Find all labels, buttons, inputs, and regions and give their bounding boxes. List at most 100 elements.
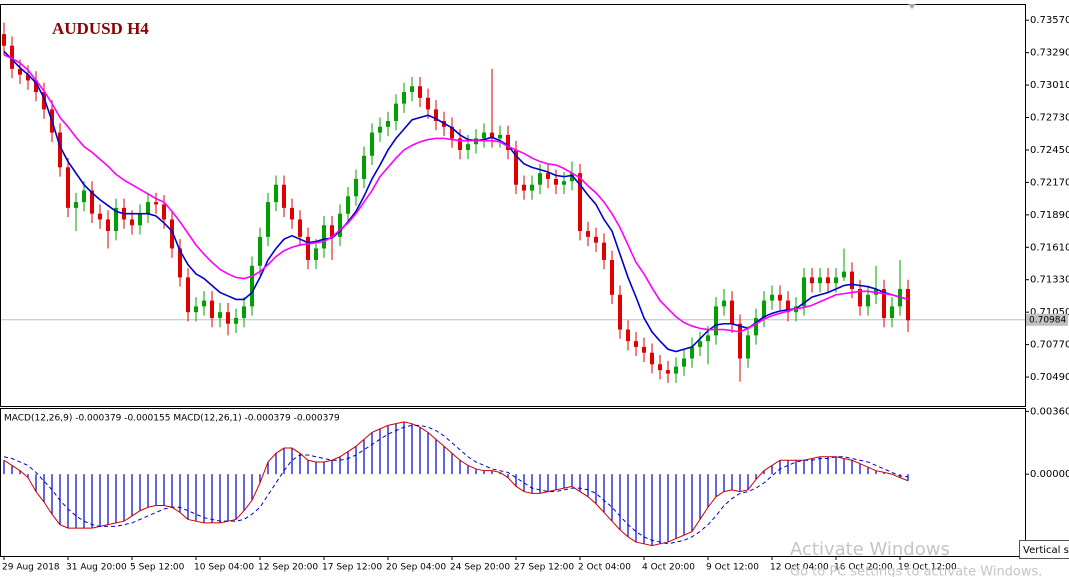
signal-line — [3, 424, 909, 545]
candle-body — [402, 92, 406, 104]
macd-title: MACD(12,26,9) -0.000379 -0.000155 MACD(1… — [4, 414, 340, 424]
y-tick-label: 0.72450 — [1030, 145, 1069, 156]
candle-body — [490, 132, 494, 139]
candle-body — [746, 335, 750, 359]
candle-body — [378, 126, 382, 133]
candle-body — [426, 97, 430, 110]
candle-body — [450, 126, 454, 139]
candle-body — [602, 242, 606, 261]
price-panel — [0, 4, 1026, 407]
candle-body — [738, 323, 742, 359]
x-tick-label: 17 Sep 12:00 — [322, 563, 382, 573]
x-tick-label: 10 Sep 04:00 — [194, 563, 254, 573]
candle-body — [594, 236, 598, 243]
tooltip: Vertical s — [1023, 545, 1069, 556]
candle-body — [506, 134, 510, 150]
candle-body — [458, 138, 462, 150]
tooltip-box — [1019, 540, 1069, 559]
candle-body — [802, 277, 806, 307]
candle-body — [482, 132, 486, 139]
candle-body — [410, 86, 414, 93]
y-tick-label: 0.73570 — [1030, 15, 1069, 26]
candle-body — [26, 74, 30, 81]
candle-body — [282, 184, 286, 208]
candle-body — [530, 184, 534, 191]
candle-body — [306, 236, 310, 261]
candle-body — [18, 68, 22, 75]
shift-marker — [908, 4, 916, 9]
candle-body — [858, 288, 862, 307]
candle-body — [114, 207, 118, 232]
y-tick-label: 0.70770 — [1030, 340, 1069, 351]
candle-body — [170, 219, 174, 249]
y-tick-label: 0.71050 — [1030, 307, 1069, 318]
x-tick-label: 20 Sep 04:00 — [386, 563, 446, 573]
x-tick-label: 12 Sep 20:00 — [258, 563, 318, 573]
candle-body — [754, 317, 758, 336]
x-tick-label: 16 Oct 20:00 — [834, 563, 893, 573]
candle-body — [362, 155, 366, 179]
candle-body — [522, 184, 526, 191]
candle-body — [730, 300, 734, 324]
candle-body — [242, 306, 246, 318]
candle-body — [322, 225, 326, 249]
x-tick-label: 12 Oct 04:00 — [770, 563, 829, 573]
candle-body — [154, 202, 158, 205]
candle-body — [682, 358, 686, 367]
candle-body — [658, 364, 662, 371]
candle-body — [250, 265, 254, 307]
candle-body — [434, 109, 438, 122]
candle-body — [666, 370, 670, 374]
candle-body — [698, 341, 702, 347]
candle-body — [674, 366, 678, 374]
y-tick-label: 0.70490 — [1030, 372, 1069, 383]
candle-body — [90, 190, 94, 214]
last-price-label: 0.70984 — [1029, 315, 1066, 325]
candle-body — [906, 288, 910, 321]
y-tick-label: 0.003607 — [1030, 406, 1069, 417]
candle-body — [642, 346, 646, 353]
watermark: Activate Windows — [790, 539, 950, 560]
y-tick-label: 0.71610 — [1030, 242, 1069, 253]
candle-body — [138, 213, 142, 226]
candle-body — [370, 132, 374, 156]
x-tick-label: 24 Sep 20:00 — [450, 563, 510, 573]
watermark-note: Go to PC settings to activate Windows. — [790, 565, 1042, 577]
x-tick-label: 2 Oct 04:00 — [578, 563, 631, 573]
candle-body — [770, 294, 774, 301]
candle-body — [330, 225, 334, 237]
candle-body — [554, 178, 558, 185]
candle-body — [866, 294, 870, 307]
candle-body — [10, 45, 14, 69]
candle-body — [610, 260, 614, 295]
candle-body — [562, 181, 566, 185]
candle-body — [218, 312, 222, 318]
candle-body — [546, 173, 550, 179]
candle-body — [98, 213, 102, 220]
x-tick-label: 19 Oct 12:00 — [898, 563, 957, 573]
candle-body — [290, 207, 294, 220]
candle-body — [186, 277, 190, 313]
candle-body — [826, 277, 830, 284]
candle-body — [706, 335, 710, 342]
candle-body — [634, 341, 638, 347]
candle-body — [82, 190, 86, 203]
chart-title: AUDUSD H4 — [52, 19, 149, 38]
candle-body — [418, 86, 422, 98]
candle-body — [818, 277, 822, 284]
candle-body — [202, 300, 206, 307]
candle-body — [722, 300, 726, 307]
candle-body — [626, 329, 630, 342]
candle-body — [498, 134, 502, 139]
y-tick-label: 0.71890 — [1030, 210, 1069, 221]
candle-body — [34, 80, 38, 93]
candle-body — [194, 306, 198, 313]
candle-body — [538, 173, 542, 185]
candle-body — [762, 300, 766, 318]
candle-body — [810, 277, 814, 284]
candle-body — [66, 167, 70, 208]
candle-body — [386, 121, 390, 127]
y-tick-label: 0.72170 — [1030, 177, 1069, 188]
y-tick-label: 0.000000 — [1030, 469, 1069, 480]
